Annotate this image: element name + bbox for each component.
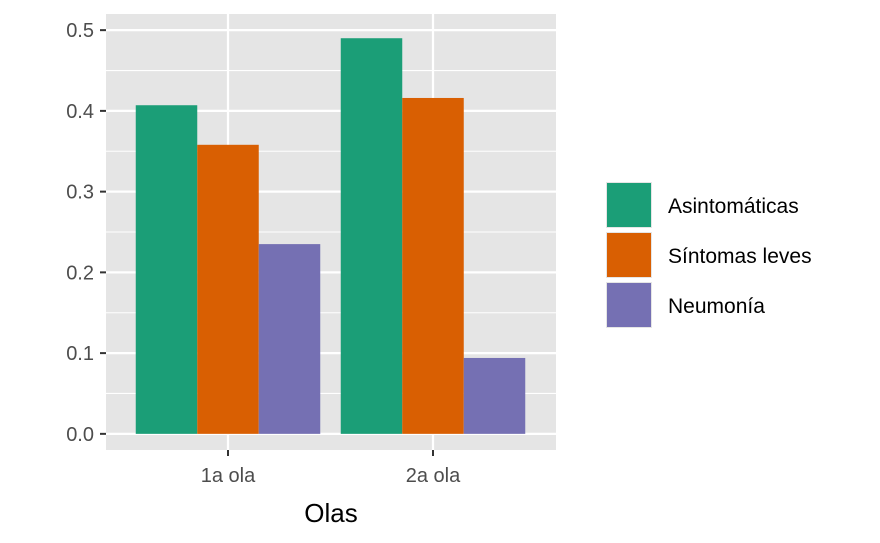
bar-0-1 <box>197 144 259 434</box>
x-axis: 1a ola 2a ola <box>201 450 461 487</box>
y-tick-label: 0.2 <box>66 262 94 284</box>
bar-0-2 <box>258 244 321 434</box>
legend-label: Asintomáticas <box>668 195 799 218</box>
y-tick-label: 0.1 <box>66 343 94 365</box>
y-tick-label: 0.3 <box>66 182 94 204</box>
bar-0-0 <box>135 105 198 434</box>
bar-1-2 <box>463 357 526 434</box>
bars <box>135 38 526 434</box>
legend-key-swatch <box>607 183 651 227</box>
legend-key-swatch <box>607 283 651 327</box>
y-tick-label: 0.5 <box>66 20 94 42</box>
legend-key-swatch <box>607 233 651 277</box>
x-tick-label: 2a ola <box>406 465 461 487</box>
bar-1-0 <box>340 38 403 434</box>
y-tick-label: 0.4 <box>66 101 94 123</box>
x-axis-title: Olas <box>304 498 357 528</box>
x-tick-label: 1a ola <box>201 465 256 487</box>
y-tick-label: 0.0 <box>66 424 94 446</box>
legend-label: Síntomas leves <box>668 245 812 268</box>
bar-1-1 <box>402 97 464 434</box>
y-axis: 0.0 0.1 0.2 0.3 0.4 0.5 <box>66 20 106 446</box>
legend-label: Neumonía <box>668 295 765 318</box>
legend: Asintomáticas Síntomas leves Neumonía <box>606 182 812 328</box>
